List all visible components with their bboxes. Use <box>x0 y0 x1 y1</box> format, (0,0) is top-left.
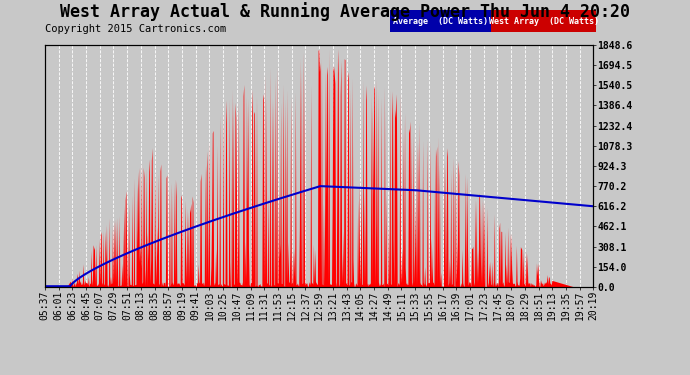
Text: West Array  (DC Watts): West Array (DC Watts) <box>489 16 599 26</box>
Text: Copyright 2015 Cartronics.com: Copyright 2015 Cartronics.com <box>45 24 226 34</box>
Text: Average  (DC Watts): Average (DC Watts) <box>393 16 488 26</box>
Text: West Array Actual & Running Average Power Thu Jun 4 20:20: West Array Actual & Running Average Powe… <box>60 2 630 21</box>
